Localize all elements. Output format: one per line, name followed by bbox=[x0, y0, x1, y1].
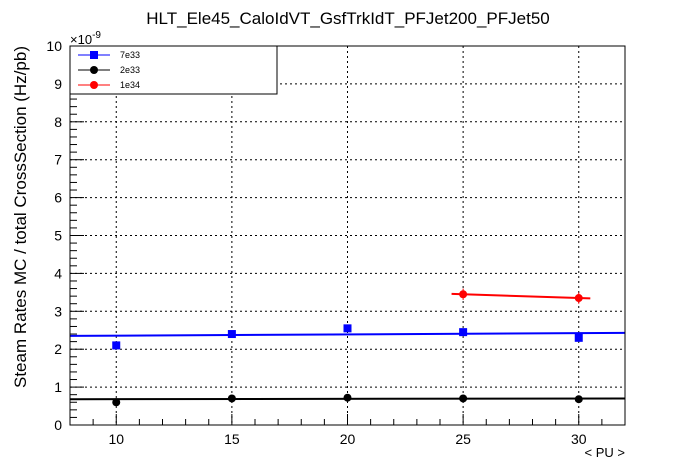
legend-label-7e33: 7e33 bbox=[120, 50, 140, 60]
x-tick-label: 25 bbox=[455, 431, 471, 447]
legend-label-1e34: 1e34 bbox=[120, 80, 140, 90]
data-points bbox=[112, 290, 583, 407]
x-tick-label: 20 bbox=[340, 431, 356, 447]
legend-marker-7e33 bbox=[90, 51, 98, 59]
y-tick-label: 1 bbox=[54, 379, 62, 395]
x-tick-label: 10 bbox=[108, 431, 124, 447]
legend-marker-1e34 bbox=[90, 81, 98, 89]
legend-label-2e33: 2e33 bbox=[120, 65, 140, 75]
y-tick-label: 3 bbox=[54, 303, 62, 319]
chart-title: HLT_Ele45_CaloIdVT_GsfTrkIdT_PFJet200_PF… bbox=[146, 9, 549, 28]
y-tick-label: 10 bbox=[46, 38, 62, 54]
fit-line-1e34 bbox=[451, 292, 591, 300]
y-tick-label: 5 bbox=[54, 228, 62, 244]
axis-ticks bbox=[69, 45, 626, 426]
point-2e33 bbox=[112, 398, 121, 407]
point-7e33 bbox=[343, 324, 352, 333]
y-axis-multiplier: ×10-9 bbox=[70, 30, 101, 47]
y-axis-label: Steam Rates MC / total CrossSection (Hz/… bbox=[11, 46, 30, 388]
y-tick-label: 4 bbox=[54, 265, 62, 281]
legend: 7e33 2e33 1e34 bbox=[69, 45, 278, 95]
point-1e34 bbox=[459, 290, 468, 299]
y-tick-labels: 0 1 2 3 4 5 6 7 8 9 10 bbox=[46, 38, 62, 433]
point-7e33 bbox=[227, 330, 236, 339]
y-tick-label: 2 bbox=[54, 341, 62, 357]
x-tick-label: 30 bbox=[571, 431, 587, 447]
y-tick-label: 6 bbox=[54, 190, 62, 206]
point-7e33 bbox=[112, 341, 121, 350]
x-tick-label: 15 bbox=[224, 431, 240, 447]
point-2e33 bbox=[459, 394, 468, 403]
x-tick-labels: 10 15 20 25 30 bbox=[108, 431, 586, 447]
y-tick-label: 8 bbox=[54, 114, 62, 130]
y-tick-label: 0 bbox=[54, 417, 62, 433]
point-2e33 bbox=[574, 395, 583, 404]
grid bbox=[70, 46, 625, 425]
legend-marker-2e33 bbox=[90, 66, 98, 74]
point-7e33 bbox=[574, 333, 583, 342]
point-7e33 bbox=[459, 328, 468, 337]
y-tick-label: 9 bbox=[54, 76, 62, 92]
point-2e33 bbox=[227, 394, 236, 403]
fit-line-7e33 bbox=[69, 331, 626, 337]
x-axis-label: < PU > bbox=[585, 445, 625, 460]
y-tick-label: 7 bbox=[54, 152, 62, 168]
point-2e33 bbox=[343, 393, 352, 402]
point-1e34 bbox=[574, 294, 583, 303]
